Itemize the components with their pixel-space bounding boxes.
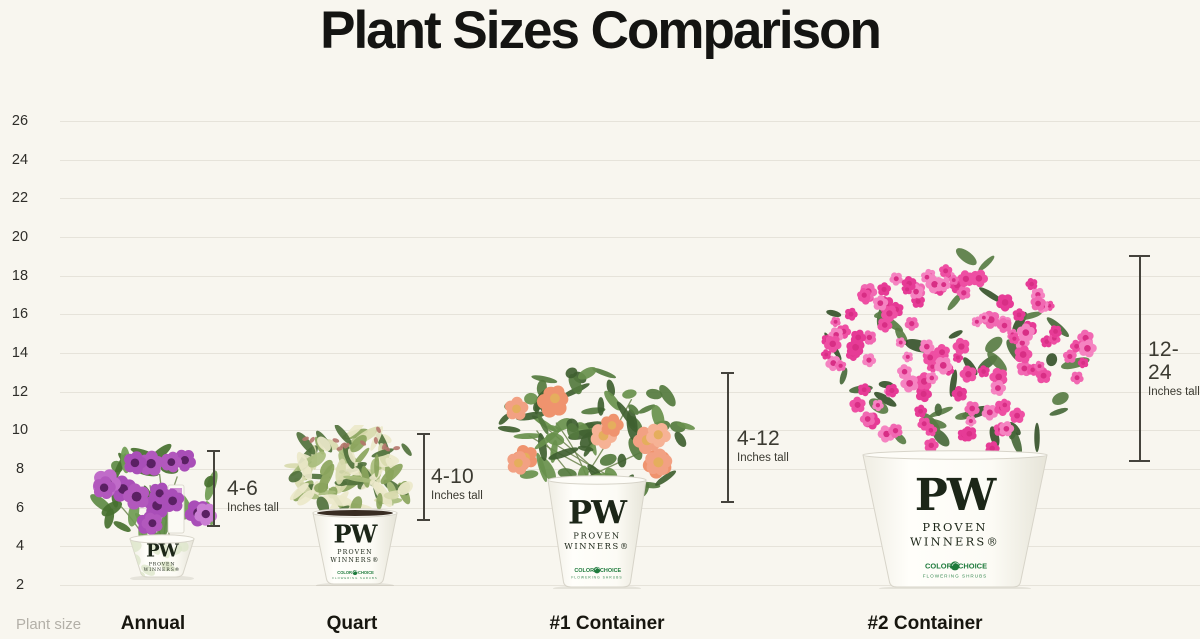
pot-brand-text: PROVEN: [922, 520, 987, 534]
pot-brand-text: COLOR: [925, 562, 953, 571]
category-label-annual: Annual: [120, 613, 186, 634]
y-tick-label: 24: [11, 151, 29, 168]
pot-brand-text: WINNERS®: [144, 566, 181, 573]
pot-brand-text: WINNERS®: [330, 557, 379, 564]
plant-2-container: PW PROVEN WINNERS® COLOR CHOICE FLOWERING SHR…: [815, 248, 1130, 589]
measure-label-annual: 4-6 Inches tall: [227, 477, 279, 516]
pot-brand-text: WINNERS®: [564, 541, 630, 551]
gridline: [60, 314, 1200, 316]
plant-annual: PW PROVEN WINNERS®: [80, 443, 235, 580]
measure-label-1-container: 4-12 Inches tall: [737, 427, 789, 466]
pot-brand-text: CHOICE: [600, 568, 622, 574]
measure-bracket-1-container: [721, 372, 734, 503]
y-tick-label: 22: [11, 190, 29, 207]
gridline: [60, 237, 1200, 238]
pot-brand-text: FLOWERING SHRUBS: [332, 576, 377, 580]
plant-quart: PW PROVEN WINNERS® COLOR CHOICE FLOWERING SHR…: [283, 425, 428, 586]
category-label-2-container: #2 Container: [867, 613, 983, 634]
pot-brand-text: COLOR: [574, 568, 594, 574]
height-range-text: 4-10: [431, 465, 474, 488]
gridline: [60, 353, 1200, 354]
pot-brand-text: FLOWERING SHRUBS: [571, 576, 622, 580]
pot-brand-text: WINNERS®: [910, 534, 1000, 548]
y-tick-label: 10: [11, 422, 29, 439]
y-tick-label: 6: [15, 499, 25, 516]
pot-brand-text: FLOWERING SHRUBS: [923, 573, 988, 578]
category-label-1-container: #1 Container: [549, 613, 665, 634]
category-label-quart: Quart: [326, 613, 378, 634]
measure-label-2-container: 12-24 Inches tall: [1148, 338, 1200, 400]
y-tick-label: 16: [11, 306, 29, 323]
pot-brand-text: CHOICE: [958, 562, 987, 571]
measure-bracket-2-container: [1129, 255, 1150, 462]
height-unit-text: Inches tall: [737, 452, 789, 465]
y-tick-label: 2: [15, 577, 25, 593]
y-tick-label: 8: [15, 461, 25, 477]
measure-bracket-annual: [207, 450, 220, 527]
pot-brand-text: PW: [334, 520, 379, 549]
y-tick-label: 20: [11, 229, 29, 245]
height-range-text: 12-24: [1148, 338, 1179, 385]
height-unit-text: Inches tall: [227, 502, 279, 515]
pot-brand-text: PROVEN: [337, 549, 373, 556]
gridline: [60, 469, 1200, 470]
height-unit-text: Inches tall: [431, 490, 483, 503]
chart-title: Plant Sizes Comparison: [320, 1, 882, 60]
pot-brand-text: PW: [568, 493, 628, 531]
pot-brand-text: PROVEN: [573, 531, 620, 541]
x-axis-caption: Plant size: [16, 616, 82, 633]
measure-label-quart: 4-10 Inches tall: [431, 465, 483, 504]
pot-brand-text: COLOR: [337, 570, 352, 575]
gridline: [60, 121, 1200, 122]
height-unit-text: Inches tall: [1148, 386, 1200, 399]
gridline: [60, 275, 1200, 277]
pot-brand-text: PW: [146, 541, 180, 562]
height-range-text: 4-6: [227, 477, 258, 500]
y-tick-label: 18: [11, 267, 29, 284]
pot-brand-text: PW: [915, 470, 997, 521]
plant-1-container: PW PROVEN WINNERS® COLOR CHOICE FLOWERING SHR…: [492, 363, 705, 589]
gridline: [60, 159, 1200, 161]
y-tick-label: 26: [11, 113, 29, 129]
measure-bracket-quart: [417, 433, 430, 521]
gridline: [60, 585, 1200, 586]
y-tick-label: 12: [11, 383, 29, 400]
pot-brand-text: CHOICE: [358, 570, 374, 575]
y-tick-label: 14: [11, 345, 29, 361]
y-tick-label: 4: [15, 538, 25, 555]
height-range-text: 4-12: [737, 427, 780, 450]
gridline: [60, 198, 1200, 200]
pot-brand-text: PROVEN: [149, 561, 176, 567]
